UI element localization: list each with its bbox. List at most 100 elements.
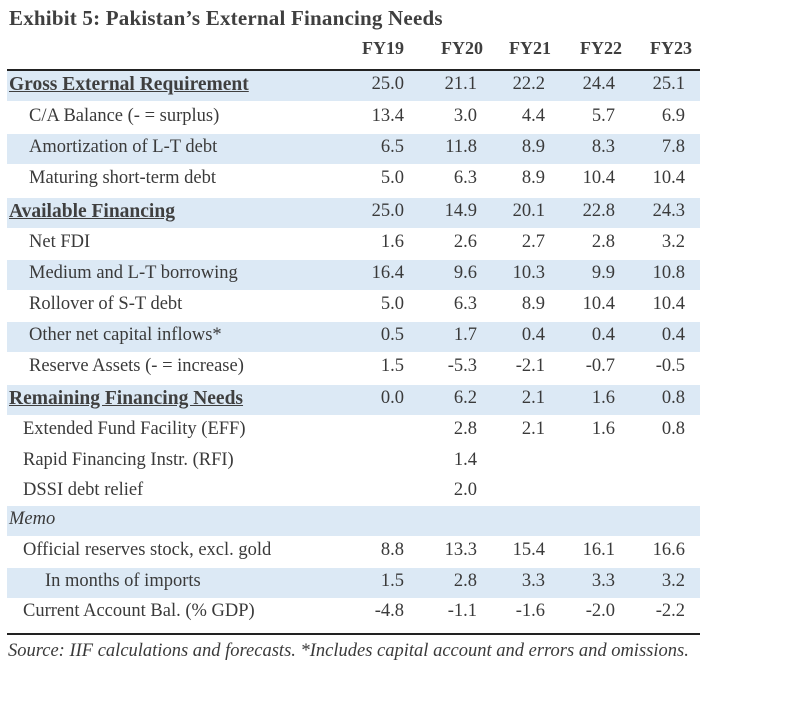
table-bottom-rule xyxy=(7,633,700,635)
row-label: Gross External Requirement xyxy=(9,74,249,95)
cell-fy20: 2.0 xyxy=(453,480,477,500)
cell-fy21: 10.3 xyxy=(512,263,545,283)
row-label: Rollover of S-T debt xyxy=(29,294,183,314)
table-row: Medium and L-T borrowing 16.4 9.6 10.3 9.9 10… xyxy=(7,260,700,290)
cell-fy23: 10.4 xyxy=(652,294,685,314)
cell-fy23: 3.2 xyxy=(661,232,685,252)
cell-fy22: 16.1 xyxy=(582,540,615,560)
cell-fy20: -1.1 xyxy=(447,601,477,621)
cell-fy20: 2.8 xyxy=(453,571,477,591)
row-label: Extended Fund Facility (EFF) xyxy=(23,419,246,439)
cell-fy20: 2.8 xyxy=(453,419,477,439)
column-header-fy21: FY21 xyxy=(509,38,551,58)
cell-fy19: 0.0 xyxy=(380,388,404,408)
table-row: Rollover of S-T debt 5.0 6.3 8.9 10.4 10.4 xyxy=(7,291,700,321)
cell-fy22: 1.6 xyxy=(591,388,615,408)
table-row: Remaining Financing Needs 0.0 6.2 2.1 1.6 0.8 xyxy=(7,385,700,415)
row-label: Net FDI xyxy=(29,232,91,252)
cell-fy23: 0.8 xyxy=(661,388,685,408)
cell-fy21: 3.3 xyxy=(521,571,545,591)
cell-fy20: 21.1 xyxy=(444,74,477,94)
cell-fy21: -2.1 xyxy=(515,356,545,376)
cell-fy23: 6.9 xyxy=(661,106,685,126)
cell-fy22: 10.4 xyxy=(582,168,615,188)
cell-fy21: 8.9 xyxy=(521,137,545,157)
column-header-fy23: FY23 xyxy=(650,38,692,58)
cell-fy22: 3.3 xyxy=(591,571,615,591)
table-row: Reserve Assets (- = increase) 1.5 -5.3 -2.1… xyxy=(7,353,700,383)
table-row: Net FDI 1.6 2.6 2.7 2.8 3.2 xyxy=(7,229,700,259)
table-row: Rapid Financing Instr. (RFI) 1.4 xyxy=(7,447,700,477)
row-label: Reserve Assets (- = increase) xyxy=(29,356,244,376)
cell-fy20: 6.2 xyxy=(453,388,477,408)
row-label: C/A Balance (- = surplus) xyxy=(29,106,220,126)
cell-fy19: 1.6 xyxy=(380,232,404,252)
table-row: DSSI debt relief 2.0 xyxy=(7,477,700,507)
cell-fy22: 0.4 xyxy=(591,325,615,345)
cell-fy19: 6.5 xyxy=(380,137,404,157)
cell-fy20: 1.4 xyxy=(453,450,477,470)
column-header-fy19: FY19 xyxy=(362,38,404,58)
row-label: Other net capital inflows* xyxy=(29,325,222,345)
cell-fy20: 6.3 xyxy=(453,294,477,314)
cell-fy19: -4.8 xyxy=(374,601,404,621)
cell-fy22: -2.0 xyxy=(585,601,615,621)
table-top-rule xyxy=(7,69,700,71)
cell-fy20: 11.8 xyxy=(445,137,477,157)
cell-fy23: 0.4 xyxy=(661,325,685,345)
column-header-fy22: FY22 xyxy=(580,38,622,58)
cell-fy20: 6.3 xyxy=(453,168,477,188)
cell-fy21: 0.4 xyxy=(521,325,545,345)
cell-fy20: 9.6 xyxy=(453,263,477,283)
cell-fy20: 2.6 xyxy=(453,232,477,252)
cell-fy19: 16.4 xyxy=(371,263,404,283)
cell-fy19: 1.5 xyxy=(380,356,404,376)
cell-fy23: 3.2 xyxy=(661,571,685,591)
cell-fy21: 15.4 xyxy=(512,540,545,560)
row-label: Available Financing xyxy=(9,201,175,222)
exhibit-title: Exhibit 5: Pakistan’s External Financing… xyxy=(9,6,443,30)
cell-fy23: 16.6 xyxy=(652,540,685,560)
table-row: Memo xyxy=(7,506,700,536)
cell-fy19: 0.5 xyxy=(380,325,404,345)
cell-fy22: 2.8 xyxy=(591,232,615,252)
cell-fy19: 8.8 xyxy=(380,540,404,560)
column-header-row: FY19 FY20 FY21 FY22 FY23 xyxy=(0,38,700,66)
cell-fy23: -2.2 xyxy=(655,601,685,621)
cell-fy23: 25.1 xyxy=(652,74,685,94)
cell-fy19: 13.4 xyxy=(371,106,404,126)
row-label: Current Account Bal. (% GDP) xyxy=(23,601,255,621)
cell-fy19: 25.0 xyxy=(371,74,404,94)
table-row: In months of imports 1.5 2.8 3.3 3.3 3.2 xyxy=(7,568,700,598)
cell-fy23: 24.3 xyxy=(652,201,685,221)
cell-fy19: 1.5 xyxy=(380,571,404,591)
cell-fy22: 5.7 xyxy=(591,106,615,126)
cell-fy22: 10.4 xyxy=(582,294,615,314)
cell-fy22: 22.8 xyxy=(582,201,615,221)
table-row: Other net capital inflows* 0.5 1.7 0.4 0.4 0.… xyxy=(7,322,700,352)
column-header-fy20: FY20 xyxy=(441,38,483,58)
cell-fy19: 5.0 xyxy=(380,294,404,314)
table-row: C/A Balance (- = surplus) 13.4 3.0 4.4 5.7 6.… xyxy=(7,103,700,133)
row-label: Official reserves stock, excl. gold xyxy=(23,540,272,560)
cell-fy22: 1.6 xyxy=(591,419,615,439)
cell-fy23: 10.8 xyxy=(652,263,685,283)
cell-fy22: -0.7 xyxy=(585,356,615,376)
table-row: Available Financing 25.0 14.9 20.1 22.8 24.3 xyxy=(7,198,700,228)
row-label: In months of imports xyxy=(45,571,201,591)
cell-fy21: 20.1 xyxy=(512,201,545,221)
row-label: Memo xyxy=(9,509,56,529)
cell-fy20: 3.0 xyxy=(453,106,477,126)
cell-fy21: 8.9 xyxy=(521,168,545,188)
table-row: Amortization of L-T debt 6.5 11.8 8.9 8.3 7.8 xyxy=(7,134,700,164)
table-row: Gross External Requirement 25.0 21.1 22.2 24… xyxy=(7,71,700,101)
cell-fy19: 25.0 xyxy=(371,201,404,221)
table-row: Extended Fund Facility (EFF) 2.8 2.1 1.6 0.8 xyxy=(7,416,700,446)
cell-fy22: 24.4 xyxy=(582,74,615,94)
cell-fy21: 2.1 xyxy=(521,388,545,408)
cell-fy20: 13.3 xyxy=(444,540,477,560)
cell-fy21: 2.7 xyxy=(521,232,545,252)
cell-fy21: 8.9 xyxy=(521,294,545,314)
cell-fy22: 8.3 xyxy=(591,137,615,157)
cell-fy21: -1.6 xyxy=(515,601,545,621)
